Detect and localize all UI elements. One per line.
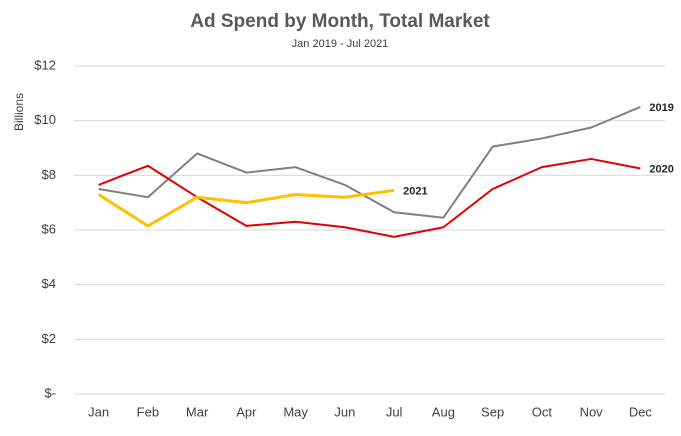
series-label: 2020 [649,163,673,175]
y-tick-label: $10 [34,112,56,127]
series-label: 2021 [403,185,427,197]
x-tick-label: Jun [334,404,355,419]
y-tick-label: $6 [42,221,56,236]
series-line [98,106,641,219]
series-line [97,188,395,228]
y-axis-label: Billions [12,93,26,131]
y-tick-label: $8 [42,167,56,182]
x-tick-label: Jul [386,404,403,419]
y-tick-label: $4 [42,276,56,291]
x-tick-label: May [283,404,308,419]
y-tick-label: $12 [34,57,56,72]
x-tick-label: Mar [186,404,209,419]
x-tick-label: Aug [432,404,455,419]
x-tick-label: Feb [137,404,159,419]
series-line [98,157,641,238]
y-tick-label: $- [44,385,56,400]
x-tick-label: Nov [580,404,604,419]
x-tick-label: Sep [481,404,504,419]
x-tick-label: Apr [236,404,257,419]
x-tick-label: Dec [629,404,653,419]
chart-title: Ad Spend by Month, Total Market [190,11,490,32]
y-tick-label: $2 [42,331,56,346]
series-label: 2019 [649,102,673,114]
x-tick-label: Oct [532,404,553,419]
x-tick-label: Jan [88,404,109,419]
chart-subtitle: Jan 2019 - Jul 2021 [292,38,389,50]
